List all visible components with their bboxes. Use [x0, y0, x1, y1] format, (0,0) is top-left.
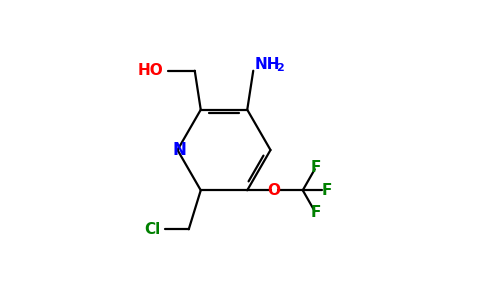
- Text: NH: NH: [255, 57, 280, 72]
- Text: O: O: [268, 183, 281, 198]
- Text: N: N: [172, 141, 186, 159]
- Text: Cl: Cl: [144, 222, 160, 237]
- Text: F: F: [311, 160, 321, 175]
- Text: F: F: [311, 205, 321, 220]
- Text: F: F: [321, 183, 332, 198]
- Text: 2: 2: [276, 63, 284, 73]
- Text: HO: HO: [137, 63, 163, 78]
